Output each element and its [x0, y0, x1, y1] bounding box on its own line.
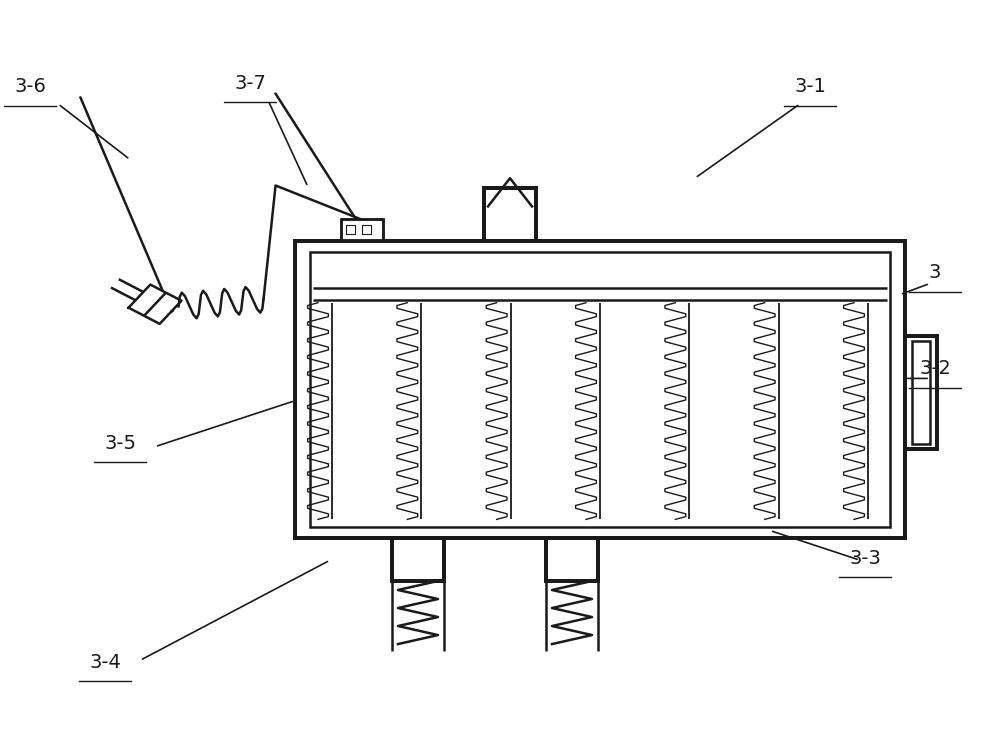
Bar	[341, 219, 383, 240]
Bar	[346, 225, 355, 234]
Bar	[295, 241, 905, 538]
Text: 3-4: 3-4	[89, 652, 121, 672]
Bar	[362, 225, 371, 234]
Bar	[905, 336, 937, 449]
Bar	[546, 538, 598, 581]
Text: 3-6: 3-6	[14, 77, 46, 96]
Text: 3-1: 3-1	[794, 77, 826, 96]
Bar	[295, 241, 905, 538]
Bar	[341, 219, 383, 240]
Bar	[912, 341, 930, 444]
Bar	[484, 188, 536, 241]
Bar	[392, 538, 444, 581]
Text: 3-5: 3-5	[104, 433, 136, 453]
Bar	[392, 538, 444, 581]
Text: 3-2: 3-2	[919, 359, 951, 378]
Text: 3-3: 3-3	[849, 548, 881, 568]
Bar	[546, 538, 598, 581]
Bar	[484, 188, 536, 241]
Text: 3-7: 3-7	[234, 73, 266, 93]
Bar	[310, 252, 890, 527]
Bar	[905, 336, 937, 449]
Text: 3: 3	[929, 263, 941, 282]
